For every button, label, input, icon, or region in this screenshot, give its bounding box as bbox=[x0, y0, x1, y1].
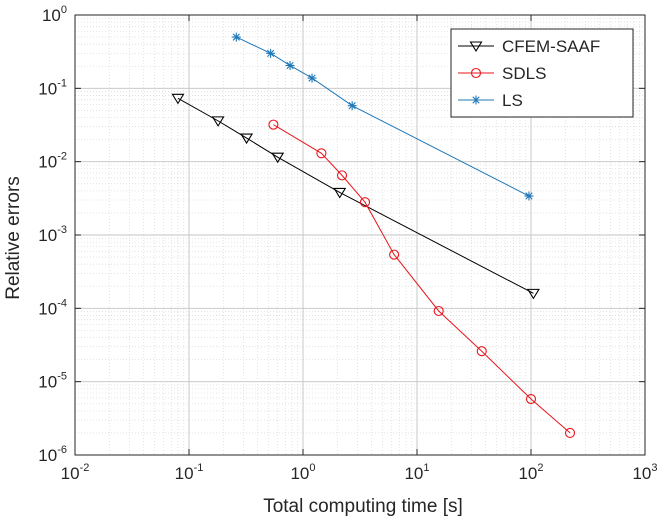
data-point-sdls bbox=[359, 197, 371, 208]
data-point-sdls bbox=[433, 305, 444, 317]
y-axis-title: Relative errors bbox=[3, 176, 24, 300]
y-tick-label: 10-3 bbox=[38, 224, 67, 245]
data-point-sdls bbox=[389, 249, 400, 260]
data-point-sdls bbox=[336, 170, 348, 181]
data-point-cfem-saaf bbox=[171, 93, 185, 105]
x-tick-labels: 10-2 10-1 100 101 102 103 bbox=[61, 462, 658, 483]
series-layer bbox=[171, 32, 576, 438]
data-point-ls bbox=[285, 60, 295, 70]
data-point-cfem-saaf bbox=[271, 152, 285, 164]
y-tick-label: 10-4 bbox=[38, 297, 67, 318]
series-cfem-saaf bbox=[171, 93, 540, 300]
data-point-cfem-saaf bbox=[240, 133, 254, 145]
data-point-cfem-saaf bbox=[333, 187, 347, 199]
data-point-ls bbox=[524, 191, 534, 201]
y-tick-label: 10-6 bbox=[38, 444, 67, 465]
series-line-cfem-saaf bbox=[177, 97, 534, 294]
data-point-sdls bbox=[564, 427, 576, 438]
series-sdls bbox=[268, 119, 576, 438]
x-tick-label: 101 bbox=[404, 462, 429, 483]
x-tick-label: 100 bbox=[290, 462, 315, 483]
series-line-ls bbox=[236, 36, 530, 197]
y-tick-label: 10-5 bbox=[38, 371, 67, 392]
legend-entry-sdls: SDLS bbox=[458, 64, 546, 83]
series-line-sdls bbox=[273, 124, 571, 434]
data-point-ls bbox=[231, 32, 241, 42]
legend-marker-ls bbox=[471, 95, 481, 105]
data-point-ls bbox=[266, 48, 276, 58]
y-tick-label: 10-2 bbox=[38, 151, 67, 172]
x-tick-label: 10-1 bbox=[175, 462, 204, 483]
x-tick-label: 102 bbox=[518, 462, 543, 483]
legend-marker-sdls bbox=[470, 67, 482, 79]
legend-marker-cfem-saaf bbox=[469, 41, 483, 53]
legend-entry-cfem-saaf: CFEM-SAAF bbox=[458, 37, 600, 56]
data-point-cfem-saaf bbox=[211, 116, 225, 127]
data-point-ls bbox=[347, 101, 357, 111]
x-axis-title: Total computing time [s] bbox=[263, 496, 463, 517]
x-tick-label: 10-2 bbox=[61, 462, 90, 483]
legend-label-ls: LS bbox=[502, 91, 523, 110]
series-ls bbox=[231, 32, 534, 201]
data-point-sdls bbox=[316, 148, 327, 159]
legend-entry-ls: LS bbox=[458, 91, 523, 110]
y-tick-label: 10-1 bbox=[38, 77, 67, 98]
legend-label-cfem-saaf: CFEM-SAAF bbox=[502, 37, 600, 56]
axis-ticks bbox=[74, 14, 646, 456]
data-point-sdls bbox=[525, 393, 537, 405]
data-point-sdls bbox=[268, 119, 279, 130]
x-tick-label: 103 bbox=[632, 462, 657, 483]
data-point-cfem-saaf bbox=[526, 288, 540, 300]
y-tick-labels: 10-6 10-5 10-4 10-3 10-2 10-1 100 bbox=[38, 4, 67, 465]
legend: CFEM-SAAF SDLS LS bbox=[450, 28, 634, 118]
data-point-ls bbox=[307, 73, 317, 83]
legend-label-sdls: SDLS bbox=[502, 64, 546, 83]
y-tick-label: 100 bbox=[42, 4, 67, 25]
data-point-sdls bbox=[476, 346, 487, 357]
